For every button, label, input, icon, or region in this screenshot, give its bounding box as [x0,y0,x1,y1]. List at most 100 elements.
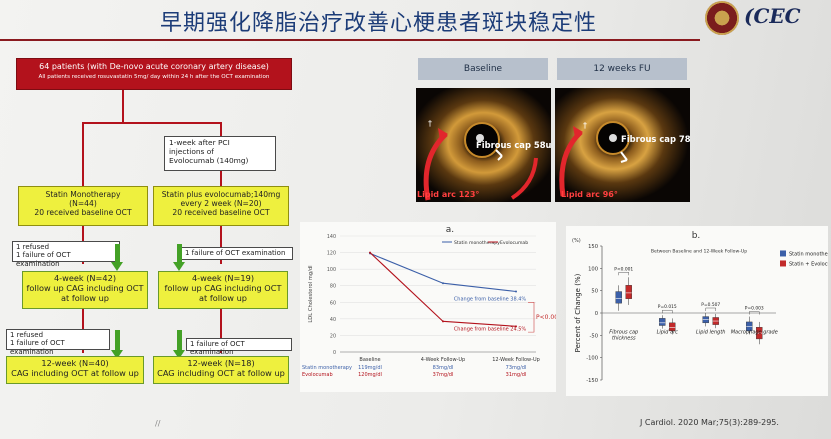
box [625,285,632,299]
oct-baseline-image: † Fibrous cap 58um Lipid arc 123° [416,88,551,202]
followup-label: 12 weeks FU [557,58,687,80]
cec-logo: (CEC [744,4,801,28]
dagger-marker: † [583,121,587,130]
x-tick-label: Baseline [359,357,380,363]
y-tick-label: 20 [330,333,336,339]
data-point [442,320,444,323]
slide-title: 早期强化降脂治疗改善心梗患者斑块稳定性 [160,11,598,36]
legend-swatch [780,260,786,267]
y-tick-label: -150 [586,378,598,384]
connector [122,122,220,124]
y-tick-label: 140 [327,234,336,240]
data-point [369,251,371,254]
baseline-label: Baseline [418,58,548,80]
p-value: P=0.507 [701,302,720,308]
statin-evolocumab-box: Statin plus evolocumab;140mg every 2 wee… [153,186,289,226]
y-tick-label: 100 [327,267,336,273]
right-4-week-box: 4-week (N=19) follow up CAG including OC… [158,271,288,309]
arrow-stem [115,330,120,350]
p-value: P<0.001 [536,314,556,321]
data-point [515,325,517,328]
value-label: 83mg/dl [433,365,454,371]
arrow-stem [177,244,182,262]
legend-label: Statin + Evolocumab [789,261,828,267]
followup-fibrous-cap: Fibrous cap 78um [621,134,690,144]
legend-label: Statin monotherapy [454,240,500,246]
y-unit: (%) [572,238,581,244]
y-tick-label: 0 [595,311,598,317]
down-arrow-icon [173,262,185,271]
connector [82,122,84,186]
right-12-week-box: 12-week (N=18) CAG including OCT at foll… [153,356,289,384]
connector [82,122,124,124]
box [659,318,666,326]
x-category-label: Fibrous cap [609,330,638,336]
connector [220,309,222,353]
row-label: Evolocumab [302,372,333,378]
oct-baseline-svg: † [416,88,551,202]
enrollment-line2: All patients received rosuvastatin 5mg/ … [38,73,270,80]
data-point [442,282,444,285]
legend-label: Statin monotherapy [789,251,828,257]
enrollment-box: 64 patients (with De-novo acute coronary… [16,58,292,90]
down-arrow-icon [111,262,123,271]
oct-followup-image: † Fibrous cap 78um Lipid arc 96° [555,88,690,202]
x-category-label: Macrophage grade [731,330,778,336]
y-tick-label: 100 [588,266,598,272]
value-label: 37mg/dl [433,372,454,378]
logo-text: CEC [753,4,801,28]
connector [220,226,222,264]
y-tick-label: 150 [588,244,598,250]
connector [220,171,222,186]
panel-label: b. [692,231,701,241]
followup-lipid-arc: Lipid arc 96° [561,190,618,199]
y-tick-label: 120 [327,251,336,257]
p-value: P=0.003 [745,306,764,312]
box [615,291,622,304]
baseline-fibrous-cap: Fibrous cap 58um [476,140,551,150]
left-12-week-box: 12-week (N=40) CAG including OCT at foll… [6,356,144,384]
p-bracket [618,272,629,276]
x-category-label: Lipid arc [657,330,679,336]
connector [220,122,222,136]
baseline-lipid-arc: Lipid arc 123° [417,190,480,199]
value-label: 73mg/dl [506,365,527,371]
y-tick-label: -50 [590,333,598,339]
y-tick-label: 50 [591,289,598,295]
page-mark: // [155,419,161,428]
value-label: 120mg/dl [358,372,382,378]
chart-header: Between Baseline and 12-Week Follow-Up [651,248,747,254]
x-tick-label: 12-Week Follow-Up [492,357,540,363]
arrow-stem [177,330,182,350]
y-tick-label: -100 [586,356,598,362]
down-arrow-icon [173,350,185,359]
statin-monotherapy-box: Statin Monotherapy (N=44) 20 received ba… [18,186,148,226]
pci-evolocumab-box: 1-week after PCI injections of Evolocuma… [164,136,276,171]
legend-swatch [780,250,786,257]
university-seal-icon [705,1,739,35]
p-value: P=0.015 [658,304,677,310]
title-divider [0,39,700,41]
arrow-stem [115,244,120,262]
right-exclusion-note-2: 1 failure of OCT examination [186,338,292,356]
box-chart-panel: b. (%) 150 100 50 0 -50 -100 -150 Percent of Chan… [566,226,831,396]
annotation: Change from baseline 38.4% [454,297,527,303]
y-tick-label: 0 [333,350,336,356]
box [669,322,676,332]
value-label: 119mg/dl [358,365,382,371]
legend-label: Evolocumab [500,240,528,246]
p-bracket [662,310,673,314]
bracket [528,301,535,333]
row-label: Statin monotherapy [302,365,352,371]
left-exclusion-note-1: 1 refused 1 failure of OCT examination [12,241,120,268]
left-exclusion-note-2: 1 refused 1 failure of OCT examination [6,329,110,356]
y-axis-label: Percent of Change (%) [574,273,582,352]
ldl-chart-panel: a. 0 20 40 60 80 100 120 140 LDL Cholesterol mg/d… [300,222,562,392]
percent-change-box-chart: b. (%) 150 100 50 0 -50 -100 -150 Percent of Chan… [572,231,831,384]
dagger-marker: † [428,119,432,128]
ldl-line-chart: a. 0 20 40 60 80 100 120 140 LDL Cholesterol mg/d… [302,225,562,378]
p-bracket [749,311,760,315]
x-category-label: thickness [612,336,636,342]
y-tick-label: 80 [330,284,336,290]
